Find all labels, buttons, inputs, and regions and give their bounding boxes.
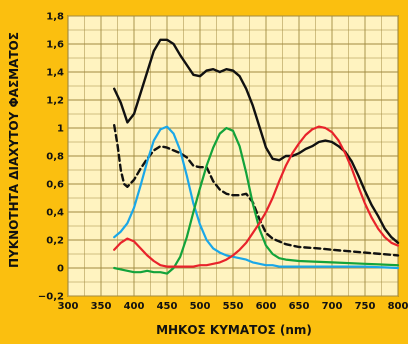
series-line-5: [113, 125, 400, 268]
x-tick-labels: 300 350 400 450 500 550 600 650 700 750 800: [58, 301, 408, 312]
grid: [67, 15, 399, 297]
y-axis-title: ΠΥΚΝΟΤΗΤΑ ΔΙΑΧΥΤΟΥ ΦΑΣΜΑΤΟΣ: [7, 32, 21, 268]
y-tick-label: −0,2: [38, 292, 64, 303]
series-line-3: [113, 125, 400, 270]
y-tick-label: 1: [57, 124, 64, 135]
x-tick-label: 450: [157, 301, 178, 312]
x-tick-label: 500: [190, 301, 211, 312]
y-tick-label: 1,2: [46, 96, 64, 107]
series-line-1: [113, 38, 400, 244]
x-tick-label: 700: [322, 301, 343, 312]
y-tick-label: 0,8: [46, 152, 64, 163]
y-tick-label: 1,6: [46, 40, 64, 51]
y-tick-label: 0,6: [46, 180, 64, 191]
x-axis-title: ΜΗΚΟΣ ΚΥΜΑΤΟΣ (nm): [156, 323, 312, 337]
x-tick-label: 600: [256, 301, 277, 312]
y-tick-label: 1,8: [46, 12, 64, 23]
series-group: [113, 38, 400, 275]
y-tick-label: 0,4: [46, 208, 64, 219]
y-tick-label: 0: [57, 264, 64, 275]
x-tick-label: 550: [223, 301, 244, 312]
x-tick-label: 750: [355, 301, 376, 312]
x-tick-label: 650: [289, 301, 310, 312]
series-line-2: [113, 124, 400, 257]
x-tick-label: 800: [388, 301, 408, 312]
x-tick-label: 350: [91, 301, 112, 312]
x-tick-label: 300: [58, 301, 79, 312]
y-tick-label: 0,2: [46, 236, 64, 247]
y-tick-labels: −0,2 0 0,2 0,4 0,6 0,8 1 1,2 1,4 1,6 1,8: [38, 12, 64, 303]
x-tick-label: 400: [124, 301, 145, 312]
series-line-4: [113, 126, 400, 275]
y-tick-label: 1,4: [46, 68, 64, 79]
